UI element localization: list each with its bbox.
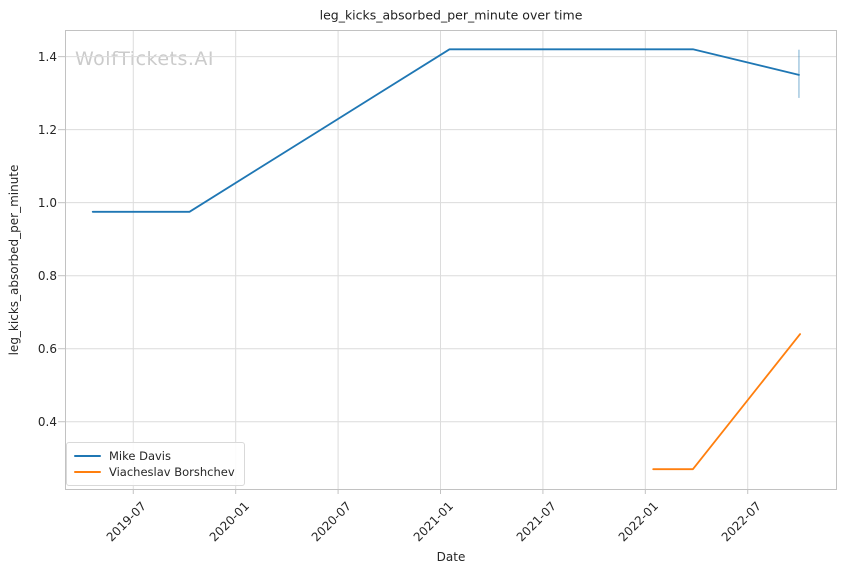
legend-line-swatch xyxy=(74,454,101,458)
series-line-viacheslav-borshchev xyxy=(652,333,801,471)
chart-title: leg_kicks_absorbed_per_minute over time xyxy=(319,7,583,23)
x-axis-label: Date xyxy=(436,550,466,564)
legend-label: Viacheslav Borshchev xyxy=(109,464,235,479)
y-tick-label: 1.0 xyxy=(37,195,57,210)
legend-row: Viacheslav Borshchev xyxy=(74,464,235,480)
series-line-mike-davis xyxy=(91,48,800,213)
y-tick-label: 1.2 xyxy=(37,122,57,137)
legend-line-swatch xyxy=(74,470,101,474)
watermark: WolfTickets.AI xyxy=(75,48,215,70)
y-tick-label: 0.8 xyxy=(37,268,57,283)
legend: Mike Davis Viacheslav Borshchev xyxy=(66,442,245,486)
y-tick-label: 0.6 xyxy=(37,341,57,356)
legend-row: Mike Davis xyxy=(74,448,235,464)
y-tick-label: 1.4 xyxy=(37,49,57,64)
legend-label: Mike Davis xyxy=(109,448,171,463)
plot-frame xyxy=(65,30,837,490)
y-tick-label: 0.4 xyxy=(37,414,57,429)
